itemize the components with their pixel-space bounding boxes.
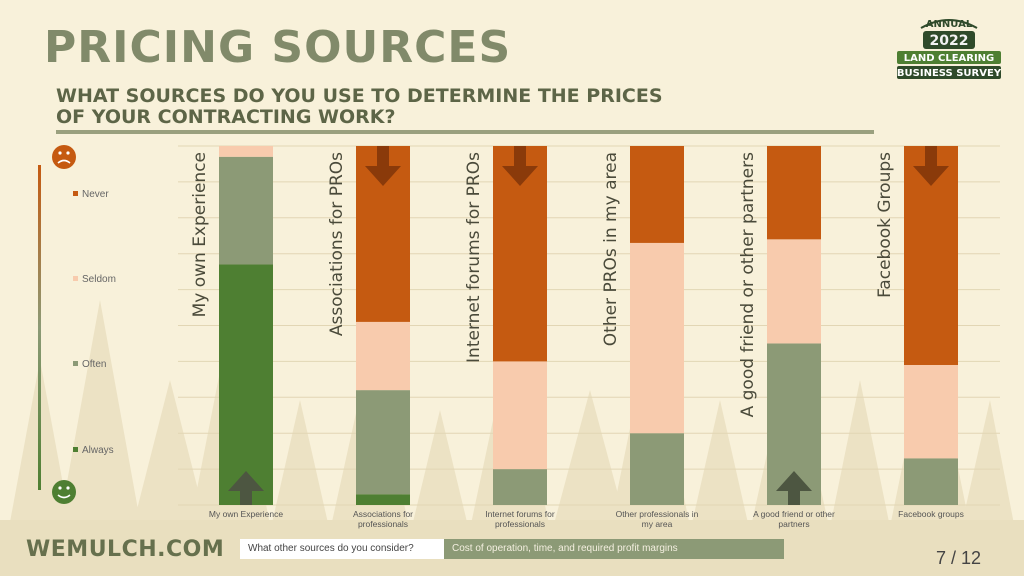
bar-segment-seldom	[493, 361, 547, 470]
arrow-down-icon	[913, 146, 949, 186]
bar-title: Internet forums for PROs	[464, 152, 484, 363]
bar-segment-seldom	[219, 146, 273, 157]
legend-swatch-seldom	[73, 276, 78, 281]
arrow-down-icon	[365, 146, 401, 186]
bar-segment-seldom	[630, 242, 684, 434]
bar-segment-seldom	[356, 321, 410, 391]
bar-title: Facebook Groups	[875, 152, 895, 298]
bar-segment-often	[219, 156, 273, 265]
x-axis-label: Facebook groups	[898, 509, 964, 519]
logo-year-text: 2022	[930, 33, 969, 49]
x-axis-label: Other professionals in	[616, 509, 699, 519]
bar-segment-never	[630, 146, 684, 243]
bar-segment-seldom	[904, 364, 958, 459]
arrow-up-icon	[776, 471, 812, 505]
legend-label-seldom: Seldom	[82, 274, 116, 285]
bar-segment-always	[219, 264, 273, 505]
x-axis-label: A good friend or other	[753, 509, 835, 519]
bar-segment-often	[356, 390, 410, 495]
legend-label-always: Always	[82, 445, 114, 456]
x-axis-label: professionals	[495, 519, 545, 529]
legend-gradient-bar	[38, 165, 41, 490]
page-title: PRICING SOURCES	[44, 22, 512, 73]
footer-brand: WEMULCH.COM	[26, 537, 225, 562]
bar-segment-often	[630, 433, 684, 505]
logo-line1-text: LAND CLEARING	[904, 53, 995, 64]
arrow-up-icon	[228, 471, 264, 505]
x-axis-labels: My own Experience Associations forprofess…	[209, 509, 964, 529]
x-axis-label: partners	[778, 519, 809, 529]
x-axis-label: professionals	[358, 519, 408, 529]
bar-title: A good friend or other partners	[738, 152, 758, 418]
subtitle-line-2: OF YOUR CONTRACTING WORK?	[56, 106, 396, 128]
page-subtitle: WHAT SOURCES DO YOU USE TO DETERMINE THE…	[56, 86, 696, 128]
subtitle-line-1: WHAT SOURCES DO YOU USE TO DETERMINE THE…	[56, 85, 663, 107]
logo-line2-text: BUSINESS SURVEY	[897, 68, 1002, 79]
survey-logo: ANNUAL 2022 LAND CLEARING BUSINESS SURVE…	[897, 19, 1002, 79]
bar-segment-often	[904, 458, 958, 505]
legend-label-often: Often	[82, 359, 106, 370]
x-axis-label: Associations for	[353, 509, 413, 519]
legend-swatch-always	[73, 447, 78, 452]
bar-segment-seldom	[767, 239, 821, 344]
happy-face-icon	[52, 480, 76, 504]
footer-answer: Cost of operation, time, and required pr…	[444, 539, 784, 559]
bar-title: My own Experience	[190, 152, 210, 317]
gridlines	[178, 145, 1000, 506]
bar-stacks: My own Experience Associations for PROs In…	[190, 146, 958, 505]
bar-segment-always	[356, 494, 410, 505]
legend-swatch-never	[73, 191, 78, 196]
subtitle-divider	[56, 130, 874, 134]
page-number: 7 / 12	[936, 548, 982, 568]
bar-segment-never	[767, 146, 821, 240]
footer-question: What other sources do you consider?	[240, 539, 444, 559]
bar-title: Associations for PROs	[327, 152, 347, 336]
bar-title: Other PROs in my area	[601, 152, 621, 346]
legend-swatch-often	[73, 361, 78, 366]
legend-label-never: Never	[82, 189, 109, 200]
logo-annual-text: ANNUAL	[926, 19, 973, 30]
bar-segment-often	[493, 469, 547, 505]
x-axis-label: my area	[642, 519, 673, 529]
x-axis-label: My own Experience	[209, 509, 283, 519]
x-axis-label: Internet forums for	[485, 509, 555, 519]
arrow-down-icon	[502, 146, 538, 186]
sad-face-icon	[52, 145, 76, 169]
